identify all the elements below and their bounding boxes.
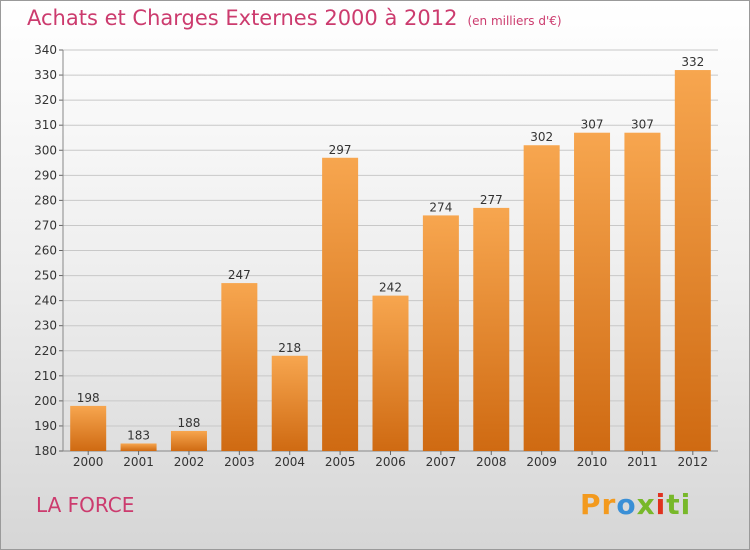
- bar-2000: [70, 405, 107, 451]
- bars: [70, 70, 711, 452]
- y-tick-label: 310: [34, 118, 57, 132]
- y-tick-label: 240: [34, 294, 57, 308]
- y-tick-label: 300: [34, 143, 57, 157]
- data-label-2012: 332: [681, 55, 704, 69]
- x-tick-label-2003: 2003: [224, 455, 255, 469]
- y-tick-label: 250: [34, 269, 57, 283]
- proxiti-logo: Proxiti: [580, 488, 691, 521]
- data-label-2011: 307: [631, 118, 654, 132]
- bar-2005: [322, 157, 359, 452]
- x-tick-label-2006: 2006: [375, 455, 406, 469]
- bar-2002: [170, 430, 207, 451]
- x-tick-label-2000: 2000: [73, 455, 104, 469]
- data-label-2006: 242: [379, 281, 402, 295]
- place-name: LA FORCE: [36, 493, 135, 517]
- y-tick-label: 210: [34, 369, 57, 383]
- data-label-2000: 198: [77, 391, 100, 405]
- bar-2003: [221, 283, 258, 451]
- data-label-2007: 274: [429, 200, 452, 214]
- x-tick-label-2012: 2012: [678, 455, 709, 469]
- data-label-2008: 277: [480, 193, 503, 207]
- y-tick-label: 280: [34, 193, 57, 207]
- y-tick-label: 270: [34, 218, 57, 232]
- logo-part-5: ti: [666, 488, 692, 521]
- x-tick-label-2001: 2001: [123, 455, 154, 469]
- bar-2010: [574, 132, 611, 452]
- y-tick-labels: 180 190 200 210 220 230 240 250 260 270 280 290 300 3…: [34, 43, 57, 458]
- y-tick-label: 290: [34, 168, 57, 182]
- x-tick-label-2007: 2007: [426, 455, 457, 469]
- bar-2004: [271, 355, 308, 451]
- y-tick-label: 220: [34, 344, 57, 358]
- bar-2001: [120, 443, 157, 451]
- y-tick-label: 330: [34, 68, 57, 82]
- x-tick-label-2004: 2004: [274, 455, 305, 469]
- chart-title-text: Achats et Charges Externes 2000 à 2012: [27, 6, 458, 30]
- y-tick-label: 200: [34, 394, 57, 408]
- bar-2009: [523, 145, 560, 452]
- chart-subtitle: (en milliers d'€): [467, 14, 562, 28]
- x-tick-label-2008: 2008: [476, 455, 507, 469]
- x-tick-label-2010: 2010: [577, 455, 608, 469]
- logo-part-4: i: [655, 488, 667, 521]
- y-tick-label: 180: [34, 444, 57, 458]
- data-labels: 198 183 188 247 218 297 242 274 277 302 307 307 332: [77, 55, 705, 442]
- bar-2007: [422, 215, 459, 451]
- logo-part-1: Pr: [580, 488, 617, 521]
- data-label-2001: 183: [127, 428, 150, 442]
- bar-2008: [473, 207, 510, 451]
- data-label-2003: 247: [228, 268, 251, 282]
- data-label-2005: 297: [329, 143, 352, 157]
- logo-part-2: o: [616, 488, 637, 521]
- data-label-2009: 302: [530, 130, 553, 144]
- y-tick-label: 260: [34, 244, 57, 258]
- x-tick-label-2005: 2005: [325, 455, 356, 469]
- data-label-2010: 307: [581, 118, 604, 132]
- x-tick-label-2002: 2002: [174, 455, 205, 469]
- logo-part-3: x: [636, 488, 656, 521]
- x-tick-label-2011: 2011: [627, 455, 658, 469]
- x-tick-label-2009: 2009: [526, 455, 557, 469]
- data-label-2004: 218: [278, 341, 301, 355]
- bar-2006: [372, 295, 409, 451]
- y-tick-label: 320: [34, 93, 57, 107]
- bar-2012: [674, 70, 711, 452]
- y-tick-label: 190: [34, 419, 57, 433]
- data-label-2002: 188: [178, 416, 201, 430]
- chart-title: Achats et Charges Externes 2000 à 2012 (e…: [27, 6, 562, 30]
- y-tick-label: 340: [34, 43, 57, 57]
- x-tick-labels: 2000 2001 2002 2003 2004 2005 2006 2007 2008 2009…: [73, 451, 708, 469]
- y-tick-label: 230: [34, 319, 57, 333]
- bar-2011: [624, 132, 661, 452]
